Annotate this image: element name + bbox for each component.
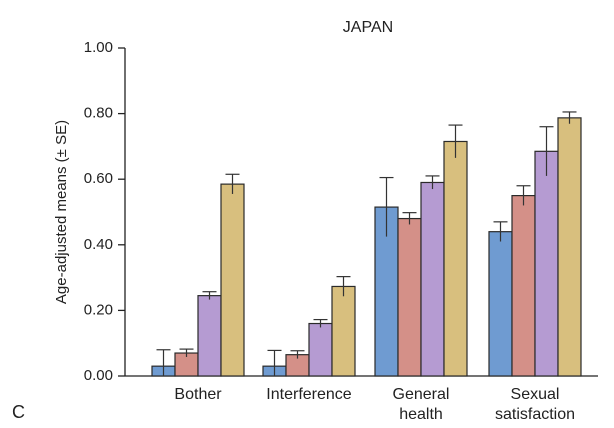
bar [308, 322, 333, 377]
y-tick-label: 1.00 [84, 39, 113, 56]
bar [420, 181, 445, 377]
category-labels: Bother Interference General health Sexual sat… [174, 386, 575, 423]
y-axis-ticks: 0.00 0.20 0.40 0.60 0.80 1.00 [84, 39, 125, 384]
panel-label: C [12, 402, 25, 422]
bar [534, 150, 559, 377]
bar [197, 295, 222, 377]
category-label: health [399, 406, 443, 423]
y-tick-label: 0.40 [84, 236, 113, 253]
bar [488, 231, 513, 377]
bar [397, 217, 422, 377]
bar [511, 195, 536, 377]
y-tick-label: 0.80 [84, 105, 113, 122]
y-axis-label: Age-adjusted means (± SE) [53, 120, 70, 304]
bar [220, 183, 245, 377]
y-tick-label: 0.00 [84, 367, 113, 384]
category-label: General [393, 386, 450, 403]
category-label: Bother [174, 386, 222, 403]
y-tick-label: 0.20 [84, 301, 113, 318]
y-tick-label: 0.60 [84, 170, 113, 187]
category-label: Sexual [511, 386, 560, 403]
bar [557, 117, 582, 377]
category-label: Interference [266, 386, 351, 403]
chart-title: JAPAN [343, 19, 393, 36]
bar [443, 140, 468, 377]
bars-group [151, 111, 582, 377]
bar [331, 285, 356, 377]
category-label: satisfaction [495, 406, 575, 423]
